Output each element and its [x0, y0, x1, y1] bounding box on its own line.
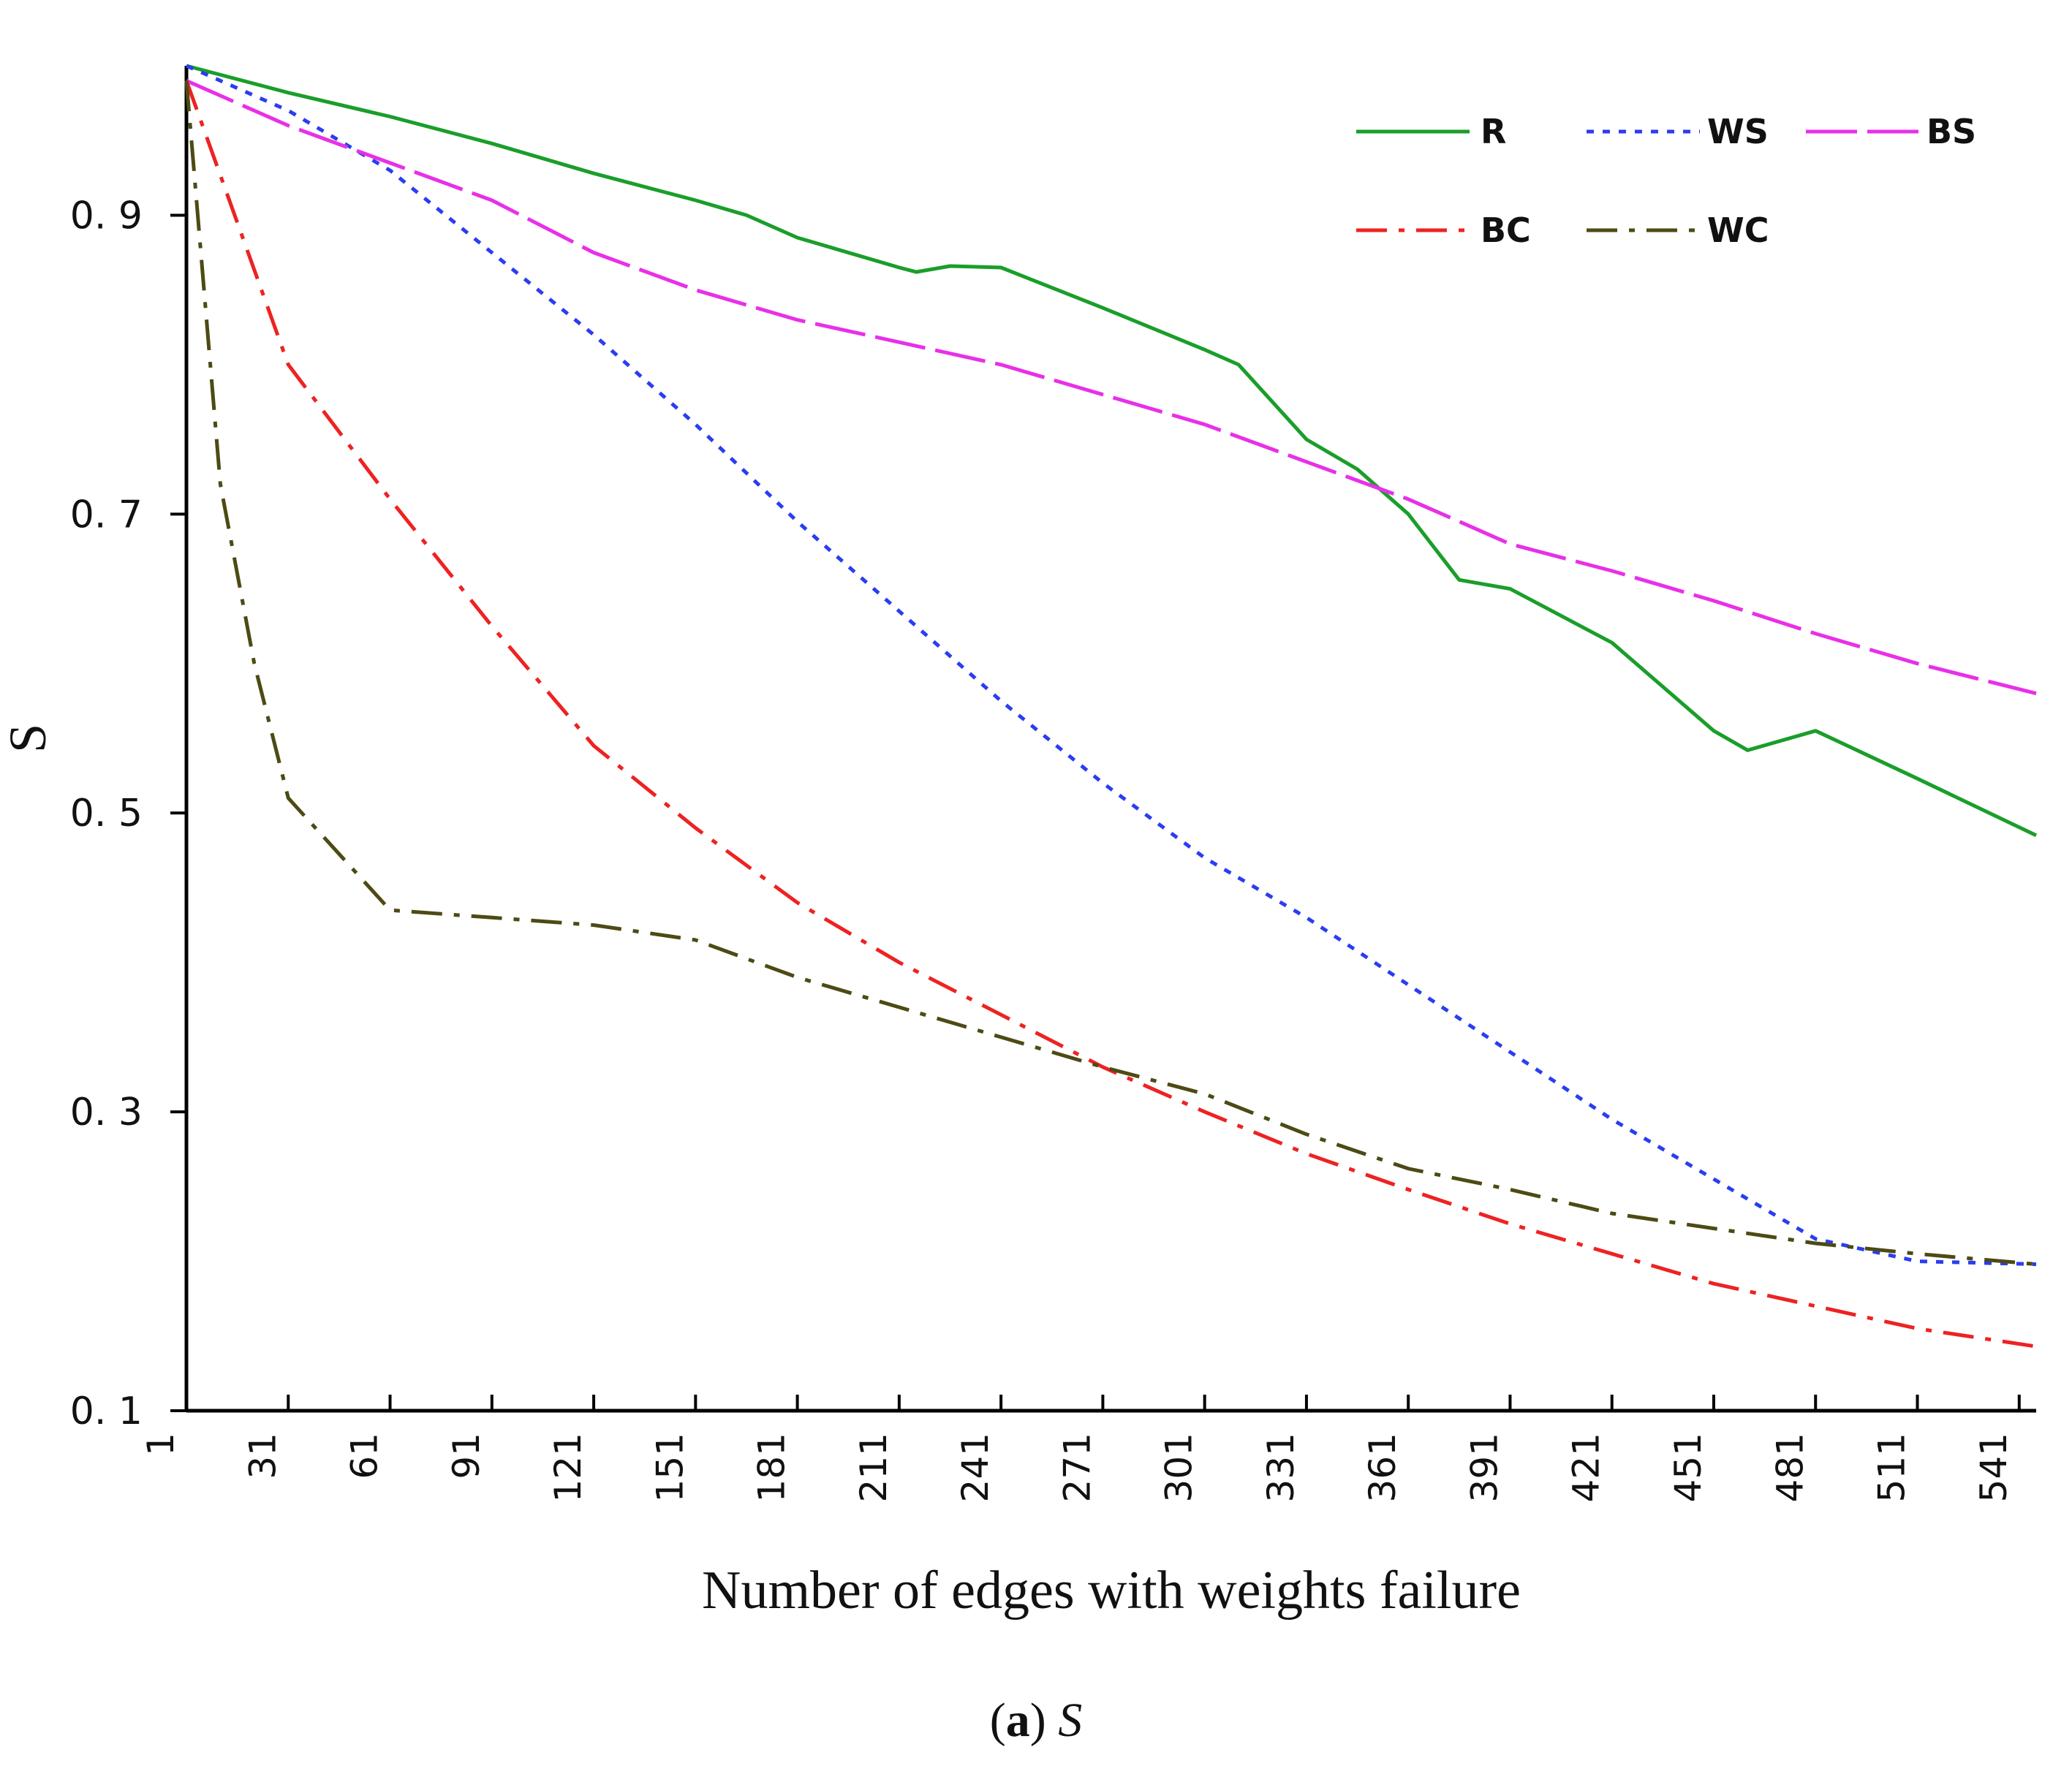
- series-line-wc: [184, 80, 2037, 1267]
- series-line-bs: [185, 79, 2037, 696]
- x-axis-ticks: 1 31 61 91 121 151 181 211 241 271 301 331 361 391 421…: [140, 1395, 2021, 1502]
- x-tick-label: 421: [1565, 1433, 1608, 1502]
- x-tick-label: 361: [1361, 1433, 1404, 1502]
- x-tick-label: 181: [751, 1433, 793, 1502]
- series-line-bc: [184, 80, 2037, 1349]
- y-tick-label: 0. 9: [70, 194, 143, 238]
- y-tick-label: 0. 3: [70, 1091, 143, 1134]
- legend: R WS BS BC WC: [1356, 112, 1976, 250]
- y-tick-label: 0. 1: [70, 1390, 143, 1433]
- series-lines: [184, 64, 2038, 1349]
- series-line-r: [186, 64, 2038, 838]
- y-tick-label: 0. 5: [70, 792, 143, 835]
- legend-label-ws: WS: [1707, 112, 1769, 151]
- y-axis-title: S: [0, 724, 57, 753]
- y-tick-label: 0. 7: [70, 493, 143, 537]
- legend-label-r: R: [1481, 112, 1506, 151]
- caption-variable: S: [1058, 1694, 1082, 1747]
- x-tick-label: 121: [547, 1433, 589, 1502]
- x-tick-label: 301: [1158, 1433, 1201, 1502]
- x-tick-label: 331: [1260, 1433, 1302, 1502]
- x-tick-label: 451: [1667, 1433, 1709, 1502]
- x-tick-label: 61: [344, 1433, 386, 1479]
- legend-label-bs: BS: [1927, 112, 1976, 151]
- x-tick-label: 1: [140, 1433, 182, 1456]
- plot-area: [186, 66, 2036, 1411]
- x-tick-label: 511: [1871, 1433, 1913, 1502]
- caption-label: a: [1006, 1694, 1030, 1747]
- x-axis-title: Number of edges with weights failure: [702, 1561, 1521, 1621]
- x-tick-label: 391: [1463, 1433, 1505, 1502]
- series-line-ws: [185, 64, 2037, 1267]
- x-tick-label: 241: [954, 1433, 997, 1502]
- legend-label-wc: WC: [1707, 211, 1769, 250]
- x-tick-label: 481: [1769, 1433, 1811, 1502]
- figure-caption: (a) S: [990, 1694, 1082, 1747]
- x-tick-label: 91: [445, 1433, 488, 1479]
- x-tick-label: 271: [1056, 1433, 1098, 1502]
- x-tick-label: 541: [1973, 1433, 2015, 1502]
- x-tick-label: 31: [241, 1433, 284, 1479]
- x-tick-label: 151: [649, 1433, 691, 1502]
- y-axis-ticks: 0. 1 0. 3 0. 5 0. 7 0. 9: [70, 194, 186, 1433]
- legend-label-bc: BC: [1481, 211, 1531, 250]
- x-tick-label: 211: [852, 1433, 895, 1502]
